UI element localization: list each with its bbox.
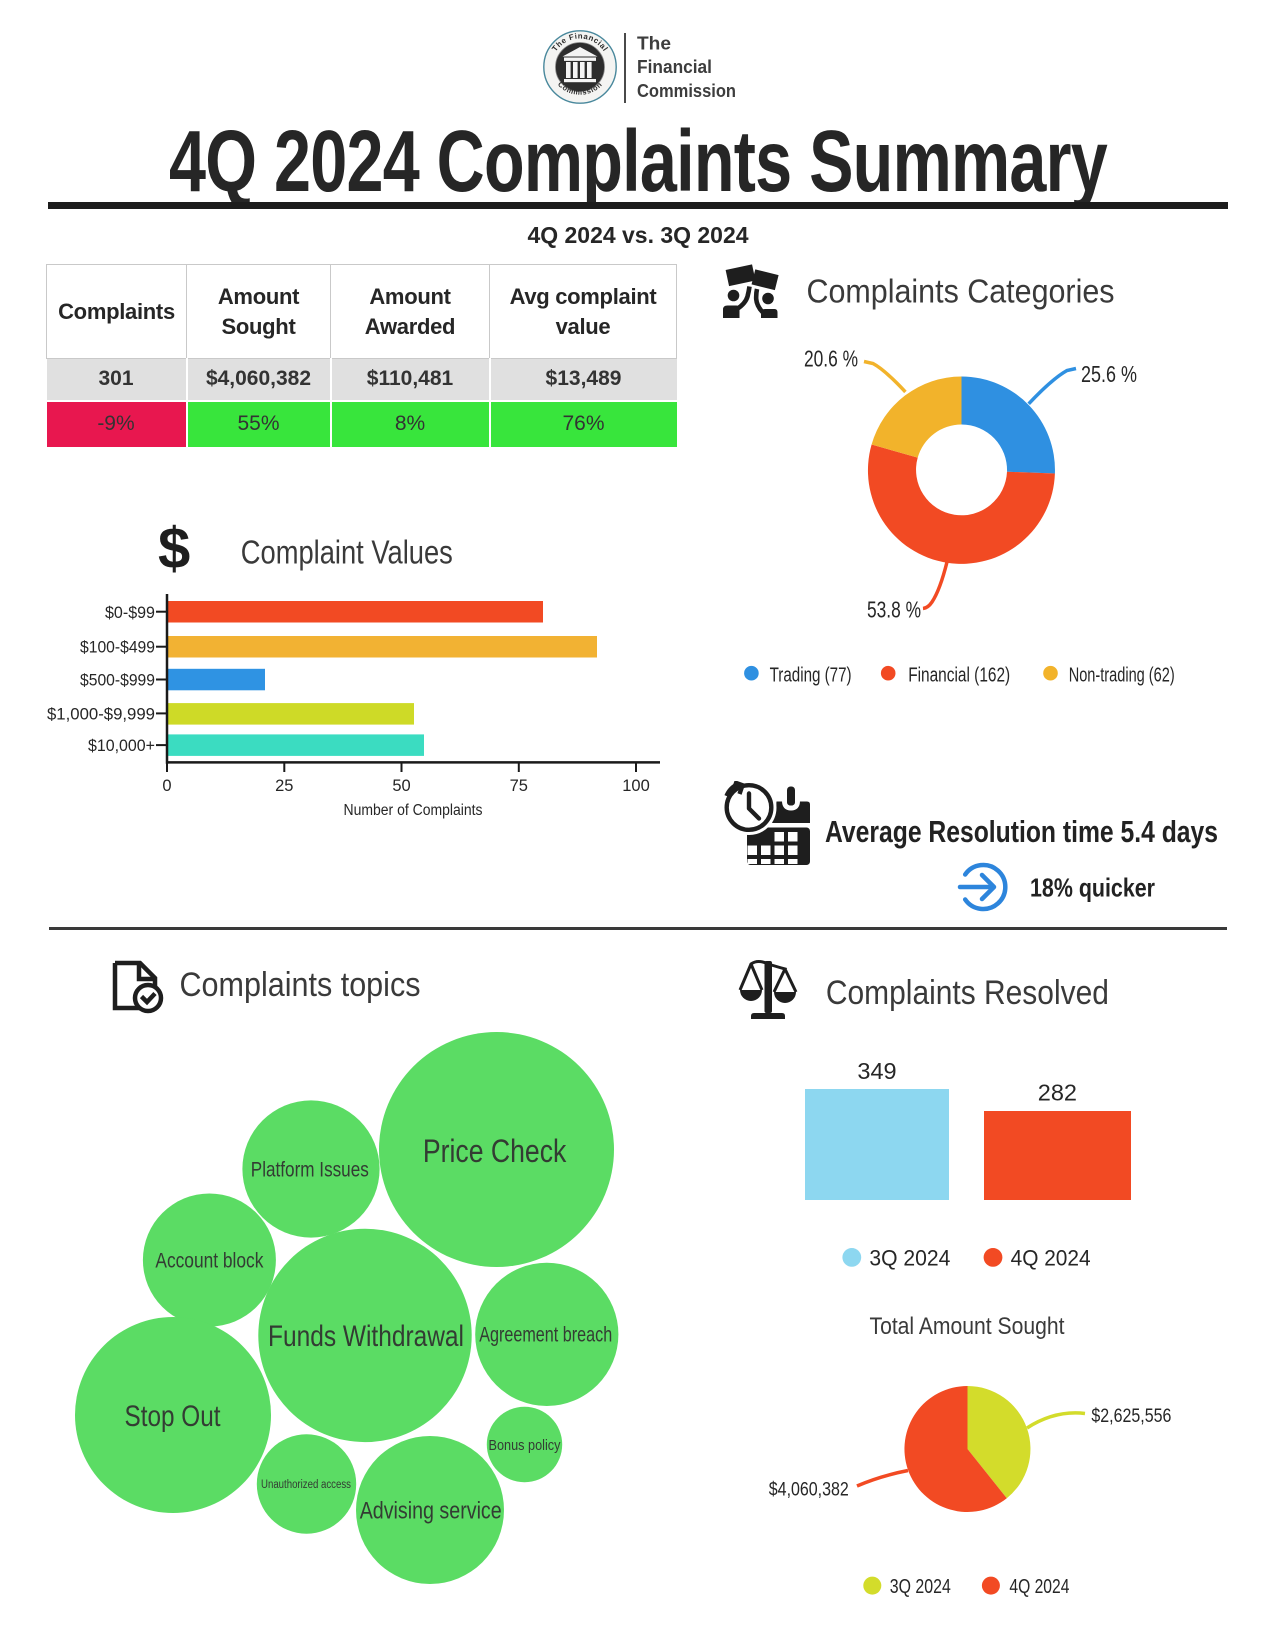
svg-text:75: 75 <box>510 777 528 795</box>
svg-text:Trading (77): Trading (77) <box>770 664 852 686</box>
svg-text:$1,000-$9,999: $1,000-$9,999 <box>47 705 155 723</box>
svg-text:Average Resolution time 5.4 da: Average Resolution time 5.4 days <box>825 815 1218 849</box>
svg-text:Price Check: Price Check <box>423 1133 567 1169</box>
svg-text:Commission: Commission <box>637 80 736 101</box>
svg-text:Platform Issues: Platform Issues <box>251 1159 369 1182</box>
svg-text:18% quicker: 18% quicker <box>1030 873 1155 903</box>
svg-text:50: 50 <box>392 777 410 795</box>
svg-text:$0-$99: $0-$99 <box>105 604 155 622</box>
svg-text:53.8 %: 53.8 % <box>867 597 921 623</box>
svg-text:25.6 %: 25.6 % <box>1081 361 1137 387</box>
svg-text:282: 282 <box>1038 1080 1077 1106</box>
svg-text:Funds Withdrawal: Funds Withdrawal <box>268 1320 464 1353</box>
svg-text:Number of Complaints: Number of Complaints <box>344 802 483 819</box>
svg-text:Total Amount Sought: Total Amount Sought <box>870 1313 1065 1340</box>
svg-text:4Q 2024: 4Q 2024 <box>1009 1576 1069 1598</box>
svg-text:Advising service: Advising service <box>360 1498 502 1525</box>
svg-text:Complaints topics: Complaints topics <box>180 966 421 1004</box>
svg-text:$100-$499: $100-$499 <box>80 639 155 657</box>
svg-text:100: 100 <box>622 777 650 795</box>
svg-text:Agreement breach: Agreement breach <box>479 1324 612 1347</box>
svg-text:Complaint Values: Complaint Values <box>241 535 453 572</box>
svg-text:3Q 2024: 3Q 2024 <box>890 1576 951 1598</box>
svg-text:The: The <box>637 33 671 54</box>
svg-text:Account block: Account block <box>155 1250 263 1273</box>
svg-text:Complaints Resolved: Complaints Resolved <box>826 974 1109 1012</box>
svg-text:4Q 2024: 4Q 2024 <box>1011 1246 1091 1271</box>
svg-text:3Q 2024: 3Q 2024 <box>869 1246 950 1271</box>
svg-text:4Q 2024 vs. 3Q 2024: 4Q 2024 vs. 3Q 2024 <box>528 222 749 248</box>
svg-text:Unauthorized access: Unauthorized access <box>261 1479 351 1491</box>
svg-text:Financial (162): Financial (162) <box>908 664 1010 686</box>
svg-text:4Q 2024 Complaints Summary: 4Q 2024 Complaints Summary <box>169 113 1107 210</box>
svg-text:$2,625,556: $2,625,556 <box>1091 1405 1171 1427</box>
svg-text:$4,060,382: $4,060,382 <box>769 1479 849 1501</box>
svg-text:Stop Out: Stop Out <box>125 1400 222 1433</box>
svg-text:$500-$999: $500-$999 <box>80 672 155 690</box>
svg-text:20.6 %: 20.6 % <box>804 346 858 372</box>
svg-text:0: 0 <box>162 777 171 795</box>
svg-text:25: 25 <box>275 777 293 795</box>
svg-text:$10,000+: $10,000+ <box>88 737 155 755</box>
svg-text:349: 349 <box>857 1058 896 1084</box>
svg-text:Financial: Financial <box>637 56 712 77</box>
svg-text:Bonus policy: Bonus policy <box>489 1437 561 1454</box>
svg-text:Non-trading (62): Non-trading (62) <box>1069 664 1175 686</box>
svg-text:Complaints Categories: Complaints Categories <box>807 273 1115 310</box>
